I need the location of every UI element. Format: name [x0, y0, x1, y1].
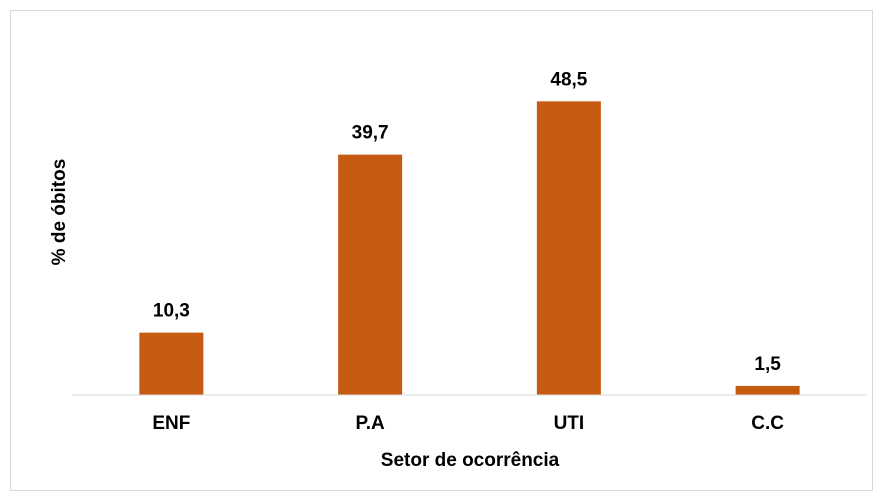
x-tick-label: UTI	[554, 413, 585, 434]
chart-border	[10, 10, 873, 491]
bar	[139, 332, 204, 395]
x-tick-label: C.C	[751, 413, 784, 434]
x-tick-label: ENF	[152, 413, 190, 434]
data-label: 10,3	[153, 301, 190, 322]
data-label: 39,7	[352, 123, 389, 144]
bar	[338, 154, 403, 395]
bar	[735, 385, 800, 395]
data-label: 48,5	[550, 69, 587, 90]
bar	[536, 101, 601, 395]
data-label: 1,5	[754, 354, 781, 375]
x-tick-label: P.A	[356, 413, 386, 434]
x-axis-title: Setor de ocorrência	[381, 450, 560, 471]
y-axis-title: % de óbitos	[49, 159, 70, 266]
